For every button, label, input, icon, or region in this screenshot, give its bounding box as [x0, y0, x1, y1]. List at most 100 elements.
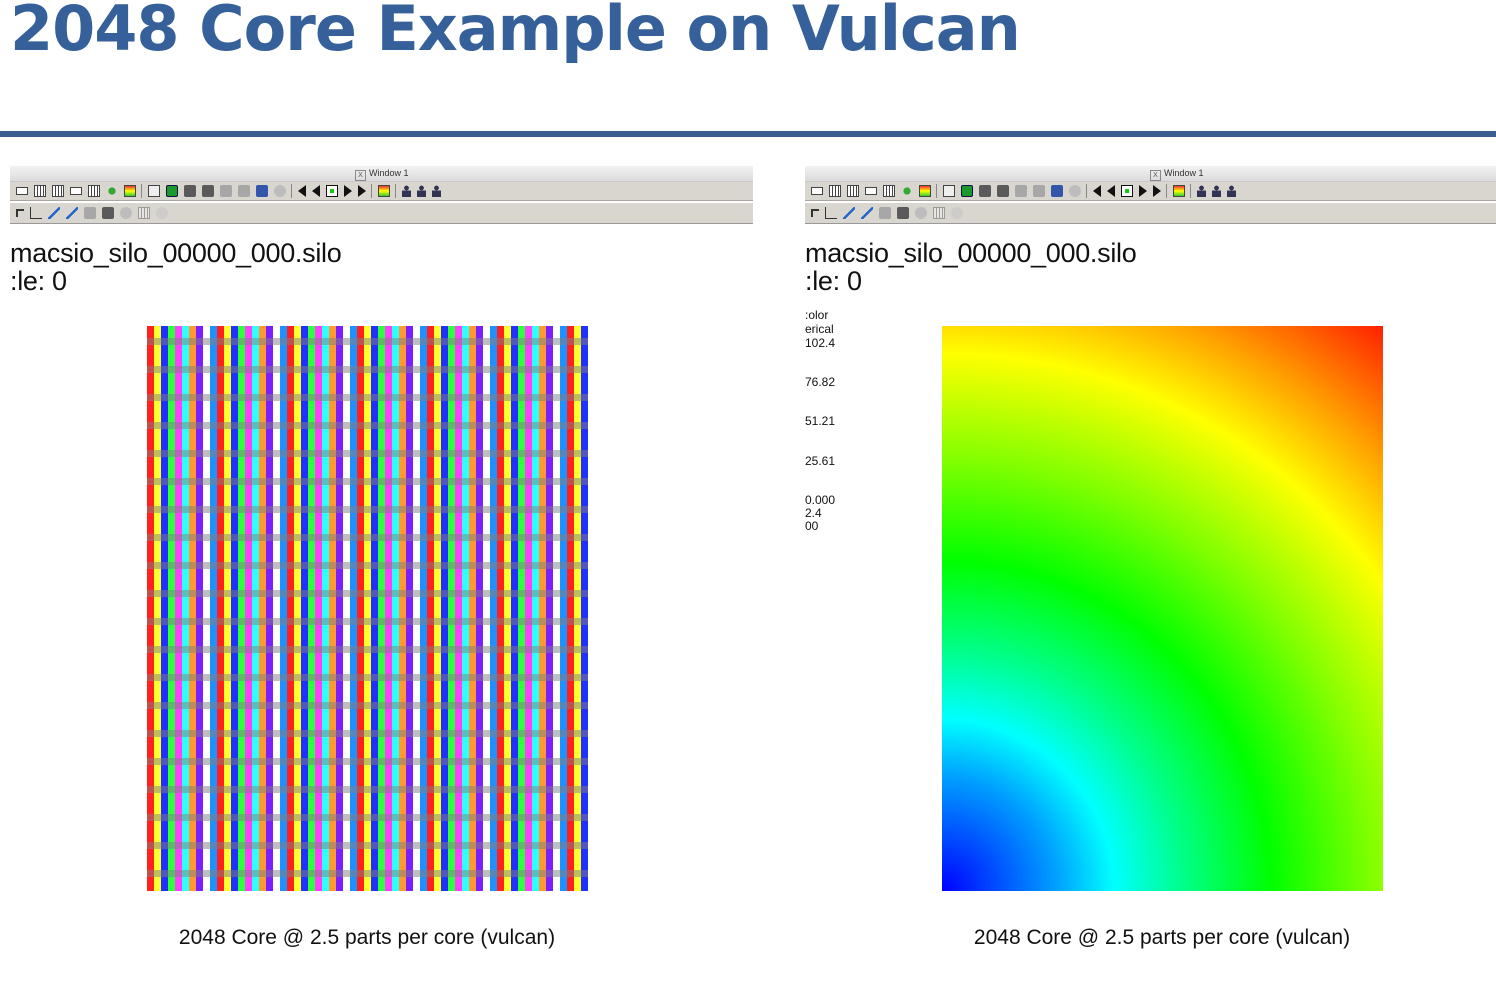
camera-icon[interactable] — [979, 185, 991, 197]
x11-icon: X — [355, 170, 366, 181]
window-title: X Window 1 — [1150, 168, 1204, 181]
person-alt-icon[interactable] — [1227, 185, 1236, 197]
layout-1x1-icon[interactable] — [811, 187, 823, 195]
legend-tick: 76.82 — [805, 375, 836, 389]
legend-min-label: 00 — [805, 519, 819, 533]
person-pick-icon[interactable] — [417, 185, 426, 197]
toolbar-separator — [141, 184, 142, 198]
legend-tick: 51.21 — [805, 414, 836, 428]
box-icon[interactable] — [102, 207, 114, 219]
axes-icon[interactable] — [825, 207, 837, 219]
x11-icon: X — [1150, 170, 1161, 181]
ruler-icon[interactable] — [66, 207, 78, 219]
lock-icon[interactable] — [106, 185, 118, 197]
window-titlebar[interactable]: X Window 1 — [10, 166, 753, 182]
color-table-icon[interactable] — [1173, 185, 1185, 197]
gray-camera-icon[interactable] — [220, 185, 232, 197]
navigate-icon[interactable] — [919, 185, 931, 197]
lineout-icon[interactable] — [879, 207, 891, 219]
line-tool-icon[interactable] — [48, 207, 60, 219]
blue-view-icon[interactable] — [256, 185, 268, 197]
box-view-icon[interactable] — [943, 185, 955, 197]
domain-checker-plot — [147, 326, 588, 891]
ruler-icon[interactable] — [861, 207, 873, 219]
toolbar-tools — [10, 203, 753, 224]
gray-camera-icon[interactable] — [1015, 185, 1027, 197]
plane-icon[interactable] — [138, 207, 150, 219]
toolbar-main — [805, 182, 1496, 201]
layout-1x1-icon[interactable] — [16, 187, 28, 195]
layout-3x3-icon[interactable] — [883, 185, 895, 197]
lineout-icon[interactable] — [84, 207, 96, 219]
dim-tool-icon[interactable] — [951, 207, 963, 219]
next-frame-icon[interactable] — [1153, 185, 1161, 197]
legend-type-label: erical — [805, 322, 834, 336]
window-title: X Window 1 — [355, 168, 409, 181]
save-view-icon[interactable] — [238, 185, 250, 197]
mesh-plot-area[interactable] — [147, 326, 588, 891]
person-icon[interactable] — [1197, 185, 1206, 197]
save-view-icon[interactable] — [1033, 185, 1045, 197]
sphere-icon[interactable] — [120, 207, 132, 219]
toolbar-separator — [371, 184, 372, 198]
stop-icon[interactable] — [326, 185, 338, 197]
layout-2x1-icon[interactable] — [34, 185, 46, 197]
window-title-text: Window 1 — [1164, 168, 1204, 178]
pseudocolor-plot-area[interactable] — [942, 326, 1383, 891]
visit-window-left: X Window 1 — [10, 166, 758, 949]
cycle-label: :le: 0 — [10, 266, 67, 296]
green-plot-icon[interactable] — [961, 185, 973, 197]
slide-title: 2048 Core Example on Vulcan — [10, 0, 1021, 65]
window-titlebar[interactable]: X Window 1 — [805, 166, 1496, 182]
person-icon[interactable] — [402, 185, 411, 197]
green-plot-icon[interactable] — [166, 185, 178, 197]
play-icon[interactable] — [344, 185, 352, 197]
blue-view-icon[interactable] — [1051, 185, 1063, 197]
legend-tick: 25.61 — [805, 454, 836, 468]
layout-2x2-icon[interactable] — [52, 185, 64, 197]
dim-view-icon[interactable] — [274, 185, 286, 197]
legend-tick-max: 102.4 — [805, 336, 836, 350]
reverse-play-icon[interactable] — [312, 185, 320, 197]
pick-zone-icon[interactable] — [16, 209, 24, 217]
dim-view-icon[interactable] — [1069, 185, 1081, 197]
layout-3x2-icon[interactable] — [865, 187, 877, 195]
layout-3x3-icon[interactable] — [88, 185, 100, 197]
camera-alt-icon[interactable] — [202, 185, 214, 197]
toolbar-separator — [1190, 184, 1191, 198]
sphere-icon[interactable] — [915, 207, 927, 219]
toolbar-separator — [936, 184, 937, 198]
pick-zone-icon[interactable] — [811, 209, 819, 217]
dim-tool-icon[interactable] — [156, 207, 168, 219]
panel-caption: 2048 Core @ 2.5 parts per core (vulcan) — [178, 926, 556, 949]
toolbar-separator — [1166, 184, 1167, 198]
person-alt-icon[interactable] — [432, 185, 441, 197]
database-filename: macsio_silo_00000_000.silo — [10, 238, 342, 268]
toolbar-separator — [395, 184, 396, 198]
box-icon[interactable] — [897, 207, 909, 219]
camera-alt-icon[interactable] — [997, 185, 1009, 197]
play-icon[interactable] — [1139, 185, 1147, 197]
stop-icon[interactable] — [1121, 185, 1133, 197]
reverse-play-icon[interactable] — [1107, 185, 1115, 197]
camera-icon[interactable] — [184, 185, 196, 197]
layout-2x1-icon[interactable] — [829, 185, 841, 197]
legend-max-label: 2.4 — [805, 506, 822, 520]
axes-icon[interactable] — [30, 207, 42, 219]
legend-var-label: :olor — [805, 308, 829, 322]
color-table-icon[interactable] — [378, 185, 390, 197]
line-tool-icon[interactable] — [843, 207, 855, 219]
cycle-label: :le: 0 — [805, 266, 862, 296]
plane-icon[interactable] — [933, 207, 945, 219]
visit-window-right: X Window 1 — [805, 166, 1496, 949]
prev-frame-icon[interactable] — [1093, 185, 1101, 197]
next-frame-icon[interactable] — [358, 185, 366, 197]
navigate-icon[interactable] — [124, 185, 136, 197]
box-view-icon[interactable] — [148, 185, 160, 197]
layout-2x2-icon[interactable] — [847, 185, 859, 197]
lock-icon[interactable] — [901, 185, 913, 197]
layout-3x2-icon[interactable] — [70, 187, 82, 195]
title-divider — [0, 131, 1496, 137]
prev-frame-icon[interactable] — [298, 185, 306, 197]
person-pick-icon[interactable] — [1212, 185, 1221, 197]
